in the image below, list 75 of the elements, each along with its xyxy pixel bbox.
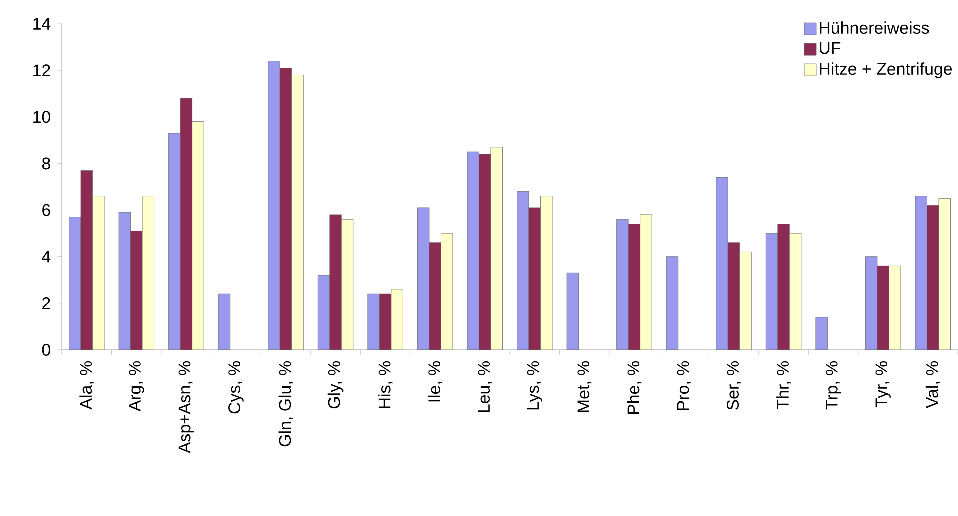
x-tick-label: Thr, % [776, 361, 792, 410]
bar [92, 196, 105, 350]
bar [118, 212, 131, 350]
x-tick-label: Arg, % [129, 361, 144, 412]
bar [566, 272, 579, 350]
bar [418, 208, 430, 350]
bar [778, 224, 790, 350]
x-tick-label: Lys, % [527, 361, 543, 410]
bar [490, 147, 503, 350]
x-tick-label: Ile, % [428, 361, 443, 402]
y-tick-label: 0 [42, 344, 51, 356]
bar [528, 208, 541, 350]
bar [938, 198, 951, 350]
bar [517, 191, 530, 350]
y-tick-label: 2 [42, 298, 50, 310]
bar [429, 242, 442, 350]
y-tick-label: 4 [42, 251, 51, 263]
bar [866, 256, 878, 350]
bar [218, 294, 231, 350]
bar [379, 294, 392, 350]
y-tick-label: 8 [42, 158, 50, 170]
x-tick-label: Phe, % [627, 361, 642, 414]
bar [268, 61, 280, 350]
x-tick-label: Gln, Glu, % [278, 361, 294, 447]
bar [816, 317, 828, 350]
bar [130, 231, 143, 350]
x-tick-label: Met, % [578, 361, 592, 412]
x-tick-label: Gly, % [328, 361, 344, 409]
bar [467, 152, 480, 350]
bar [341, 219, 354, 350]
bar [889, 266, 902, 350]
bar [915, 196, 928, 350]
bar [280, 68, 292, 350]
legend-label: Hühnereiweiss [820, 22, 930, 34]
bar [740, 252, 752, 350]
legend-label: UF [820, 42, 841, 54]
x-tick-label: Cys, % [228, 361, 244, 414]
y-tick-label: 6 [42, 204, 50, 216]
bar [318, 275, 330, 350]
bar [292, 75, 304, 350]
bar [80, 170, 93, 350]
bar [142, 196, 154, 350]
bar [628, 224, 641, 350]
legend-label: Hitze + Zentrifuge [820, 62, 952, 78]
x-tick-label: His, % [378, 361, 393, 408]
bar [368, 294, 380, 350]
x-tick-label: Asp+Asn, % [178, 361, 194, 454]
bar [540, 196, 553, 350]
bar [330, 214, 342, 350]
bar [927, 205, 940, 350]
bar [716, 177, 728, 350]
y-tick-label: 10 [34, 111, 50, 124]
x-tick-label: Tyr, % [876, 361, 891, 408]
y-tick-label: 14 [34, 18, 51, 30]
y-tick-label: 12 [34, 64, 50, 76]
x-tick-label: Trp, % [826, 361, 842, 410]
x-tick-label: Pro, % [677, 361, 692, 410]
x-tick-label: Ser, % [727, 361, 742, 410]
bar [441, 233, 454, 350]
bar [728, 242, 740, 350]
bar [766, 233, 778, 350]
x-tick-label: Ala, % [80, 361, 94, 410]
bar [391, 289, 404, 350]
bar [192, 122, 204, 350]
bar [789, 233, 802, 350]
bar [616, 219, 629, 350]
bar [640, 214, 652, 350]
bar [69, 217, 82, 350]
x-tick-label: Leu, % [478, 361, 492, 412]
bar [168, 133, 181, 350]
x-tick-label: Val, % [926, 361, 940, 408]
bar [666, 256, 679, 350]
bar [180, 98, 193, 350]
bar [479, 154, 492, 350]
bar [877, 266, 890, 350]
